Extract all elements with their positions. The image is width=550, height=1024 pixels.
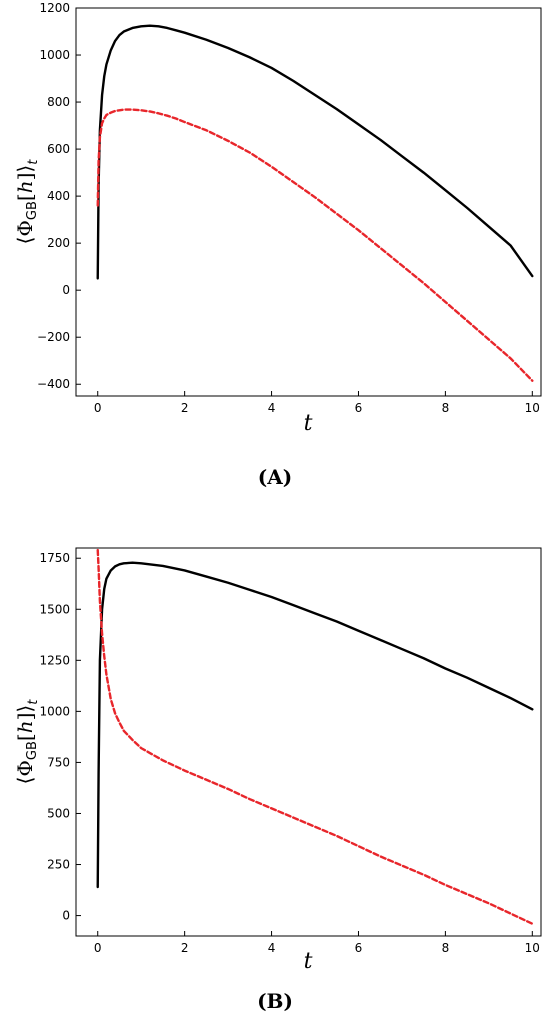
- x-tick-label: 0: [94, 401, 102, 415]
- y-axis-label: ⟨ΦGB[h]⟩t: [13, 699, 41, 785]
- x-tick-label: 8: [442, 941, 450, 955]
- y-tick-label: 1000: [39, 48, 70, 62]
- x-tick-label: 6: [355, 941, 363, 955]
- x-tick-label: 8: [442, 401, 450, 415]
- series-line-red-dashed: [96, 548, 534, 925]
- x-axis-label: t: [304, 949, 313, 974]
- y-tick-label: 0: [62, 909, 70, 923]
- plot-frame: [75, 7, 542, 397]
- y-tick-label: 800: [47, 95, 70, 109]
- y-tick-label: 600: [47, 142, 70, 156]
- y-tick-label: 250: [47, 858, 70, 872]
- x-ticks: 0 2 4 6 8 10: [94, 391, 540, 415]
- y-axis-label: ⟨ΦGB[h]⟩t: [13, 159, 41, 245]
- y-tick-label: 1000: [39, 704, 70, 718]
- panel-caption: (A): [258, 465, 292, 489]
- x-tick-label: 2: [181, 401, 189, 415]
- x-axis-label: t: [304, 411, 313, 436]
- x-tick-label: 6: [355, 401, 363, 415]
- series-line-red-dashed: [96, 108, 534, 382]
- plot-frame: [75, 547, 542, 937]
- panel-b: 0 250 500 750 1000 1250 1500 1750 0 2 4 6 8 10 t ⟨ΦG…: [13, 547, 542, 1013]
- series-line-black-solid: [96, 24, 534, 280]
- x-tick-label: 4: [268, 941, 276, 955]
- x-ticks: 0 2 4 6 8 10: [94, 931, 540, 955]
- y-tick-label: 0: [62, 283, 70, 297]
- y-tick-label: 1200: [39, 1, 70, 15]
- x-tick-label: 4: [268, 401, 276, 415]
- series-layer: [96, 548, 534, 925]
- x-tick-label: 2: [181, 941, 189, 955]
- y-tick-label: 200: [47, 236, 70, 250]
- y-tick-label: 400: [47, 189, 70, 203]
- y-tick-label: 500: [47, 806, 70, 820]
- series-line-black-solid: [96, 561, 534, 889]
- y-ticks: 0 250 500 750 1000 1250 1500 1750: [39, 551, 81, 923]
- y-tick-label: 1250: [39, 653, 70, 667]
- y-tick-label: 750: [47, 755, 70, 769]
- x-tick-label: 10: [525, 401, 540, 415]
- panel-caption: (B): [257, 989, 293, 1013]
- x-tick-label: 0: [94, 941, 102, 955]
- series-layer: [96, 24, 534, 382]
- x-tick-label: 10: [525, 941, 540, 955]
- y-tick-label: −400: [37, 377, 70, 391]
- y-tick-label: 1500: [39, 602, 70, 616]
- y-tick-label: −200: [37, 330, 70, 344]
- y-tick-label: 1750: [39, 551, 70, 565]
- y-ticks: −400 −200 0 200 400 600 800 1000 1200: [37, 1, 81, 391]
